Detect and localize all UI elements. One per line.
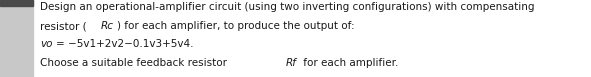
Text: Choose a suitable feedback resistor: Choose a suitable feedback resistor (40, 58, 230, 68)
Text: for each amplifier.: for each amplifier. (300, 58, 398, 68)
Text: ) for each amplifier, to produce the output of:: ) for each amplifier, to produce the out… (117, 21, 355, 31)
Text: vo: vo (40, 39, 53, 49)
Text: = −5v1+2v2−0.1v3+5v4.: = −5v1+2v2−0.1v3+5v4. (56, 39, 194, 49)
Text: resistor (: resistor ( (40, 21, 87, 31)
Text: Design an operational-amplifier circuit (using two inverting configurations) wit: Design an operational-amplifier circuit … (40, 2, 535, 12)
Bar (0, 0, 33, 6)
Text: Rf: Rf (285, 58, 297, 68)
Bar (0, 0, 33, 77)
Text: Rc: Rc (100, 21, 113, 31)
